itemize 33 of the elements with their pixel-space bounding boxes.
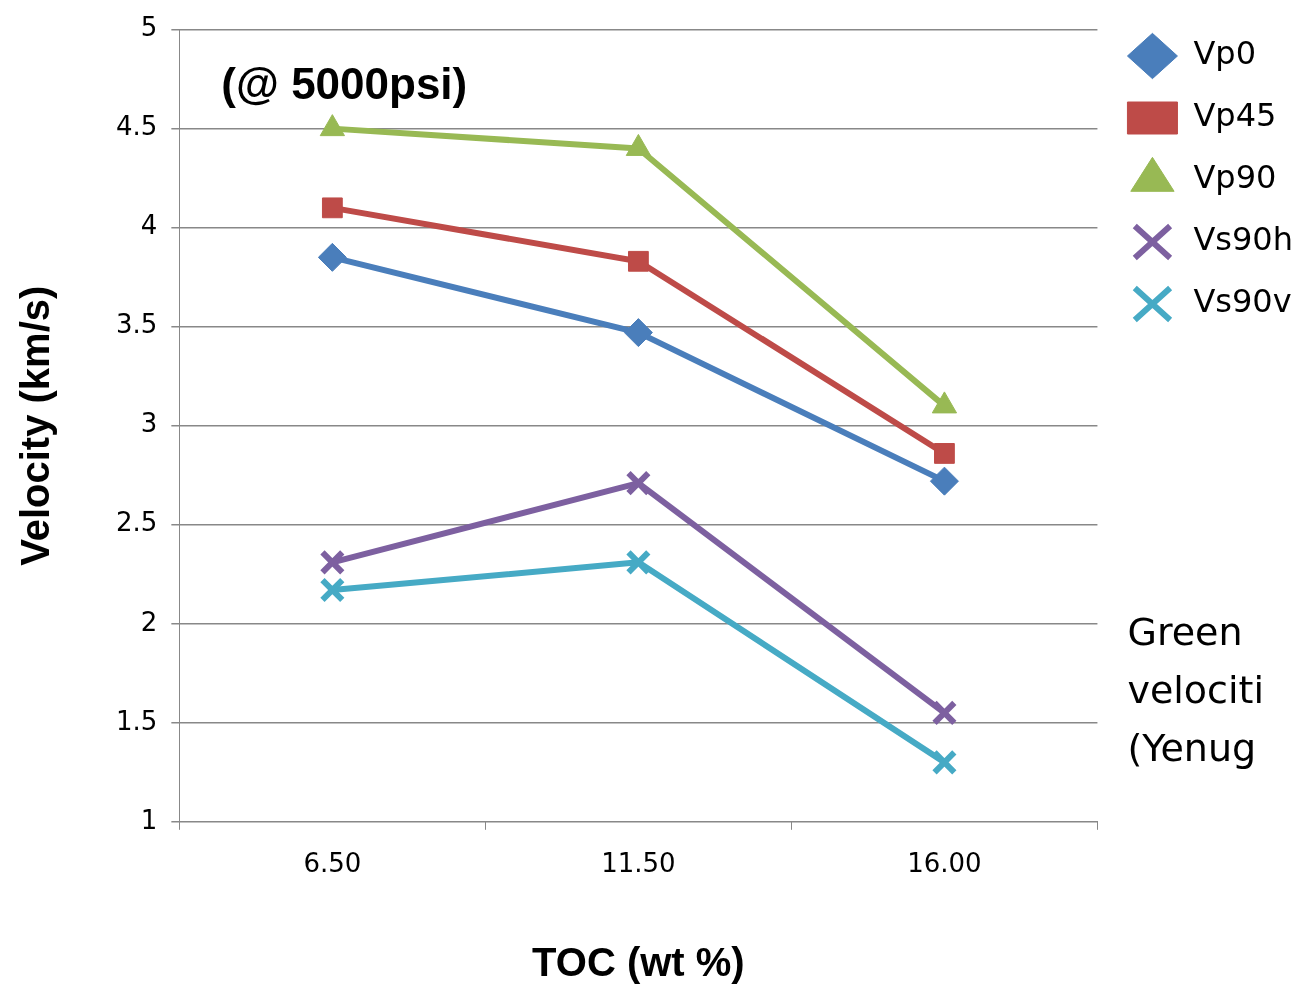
point xyxy=(929,466,959,496)
legend-label: Vs90v xyxy=(1193,282,1292,321)
point xyxy=(931,749,958,776)
point xyxy=(931,699,958,726)
point xyxy=(321,197,343,219)
y-tick-label: 3.5 xyxy=(115,309,158,340)
legend-label: Vp0 xyxy=(1193,34,1256,73)
point xyxy=(319,577,346,603)
legend-label: Vp45 xyxy=(1193,96,1277,135)
point xyxy=(317,242,347,272)
y-tick-label: 5 xyxy=(140,12,158,43)
y-tick-label: 2 xyxy=(140,606,158,637)
y-tick-label: 2.5 xyxy=(115,507,158,538)
y-tick-label: 4 xyxy=(140,210,158,241)
legend-label: Vs90h xyxy=(1193,220,1293,259)
y-tick-label: 1.5 xyxy=(115,705,158,736)
point xyxy=(627,250,649,272)
y-tick-label: 3 xyxy=(140,408,158,439)
x-tick-label: 11.50 xyxy=(601,848,676,879)
legend-label: Vp90 xyxy=(1193,158,1277,197)
x-axis-title: TOC (wt %) xyxy=(532,940,745,985)
point xyxy=(625,549,652,576)
y-tick-label: 1 xyxy=(140,804,158,835)
y-tick-label: 4.5 xyxy=(115,111,158,142)
y-axis-title: Velocity (km/s) xyxy=(13,285,58,566)
point xyxy=(623,318,653,348)
point xyxy=(319,549,346,576)
point xyxy=(625,470,652,497)
point xyxy=(934,443,955,464)
text: Green velociti (Yenug xyxy=(1127,609,1265,770)
x-tick-label: 6.50 xyxy=(303,848,362,879)
x-tick-label: 16.00 xyxy=(907,848,982,879)
annotation: (@ 5000psi) xyxy=(221,58,468,108)
